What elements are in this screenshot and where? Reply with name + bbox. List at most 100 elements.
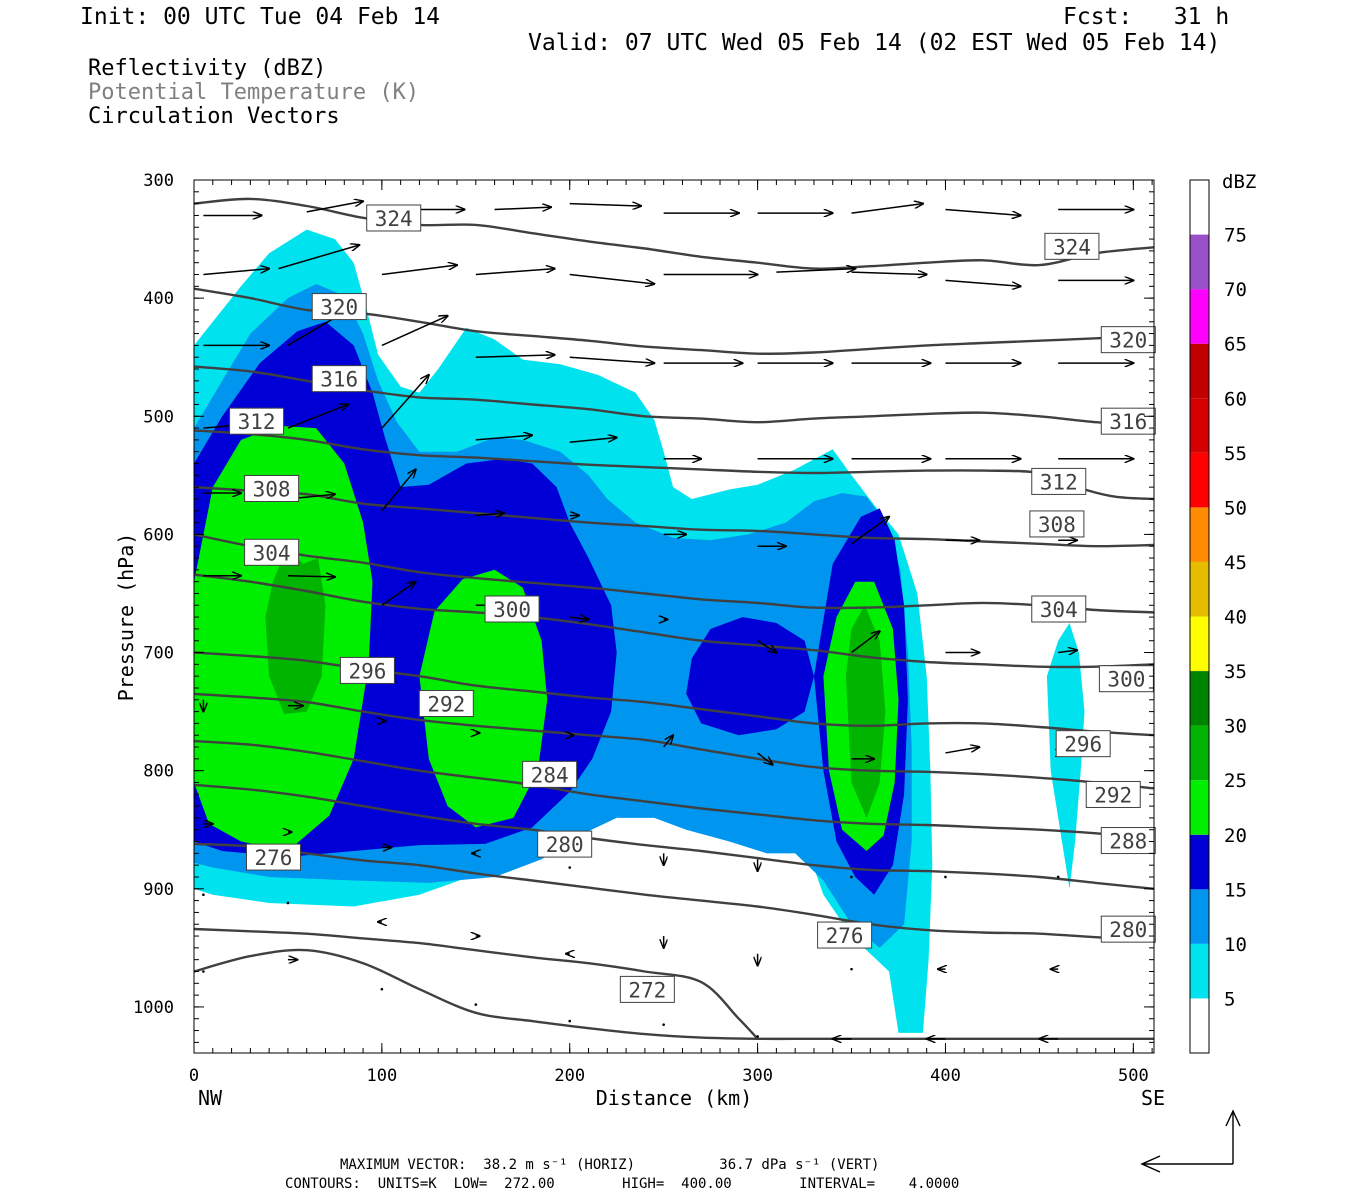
theta-contour-280 [194,842,1154,941]
colorbar-label: 15 [1224,879,1247,901]
theta-label-text: 276 [255,846,293,870]
circulation-vector [475,355,555,357]
circulation-vector [944,875,947,879]
circulation-vector [278,245,360,270]
colorbar-label: 60 [1224,388,1247,410]
theta-label-284: 284 [522,760,578,788]
circulation-vector [945,747,979,754]
x-tick-label: 400 [930,1066,961,1086]
colorbar-segment [1190,398,1209,453]
x-end-label-se: SE [1141,1086,1165,1110]
theta-label-text: 312 [238,410,276,434]
colorbar-label: 30 [1224,716,1247,738]
y-tick-label: 900 [143,880,174,900]
theta-label-box [339,656,395,684]
y-tick-label: 400 [143,289,174,309]
reference-vector-icon [1140,1109,1241,1173]
colorbar-segment [1190,180,1209,235]
colorbar-label: 55 [1224,443,1247,465]
y-tick-label: 300 [143,171,174,191]
theta-label-box [366,204,422,232]
theta-label-text: 300 [493,598,531,622]
theta-label-300: 300 [1098,665,1154,693]
theta-label-316: 316 [311,365,367,393]
y-tick-label: 700 [143,644,174,664]
circulation-vector [569,356,655,363]
circulation-vector [1058,650,1077,652]
circulation-vector [475,269,555,276]
circulation-vector [776,269,855,273]
theta-label-text: 320 [1109,329,1147,353]
colorbar-label: 5 [1224,988,1235,1010]
theta-label-box [1031,467,1087,495]
theta-label-296: 296 [339,656,395,684]
footer-contours: CONTOURS: UNITS=K LOW= 272.00 HIGH= 400.… [285,1176,960,1192]
circulation-vector [756,1035,759,1038]
theta-label-304: 304 [244,538,300,566]
circulation-vector [569,204,641,206]
circulation-vector [757,752,773,765]
theta-label-288: 288 [1100,827,1156,855]
circulation-vector [851,204,923,214]
theta-label-312: 312 [229,407,285,435]
theta-label-box [1085,780,1141,808]
circulation-vector [757,640,777,653]
circulation-vector [306,201,363,213]
theta-label-text: 284 [531,763,569,787]
theta-contour-284 [194,783,1154,890]
colorbar-segment [1190,725,1209,781]
colorbar-label: 65 [1224,334,1247,356]
x-tick-label: 0 [189,1066,199,1086]
theta-contour-308 [194,485,1154,548]
theta-label-box [418,690,474,718]
colorbar-frame [1189,179,1210,1054]
circulation-vector [381,469,416,512]
colorbar-unit: dBZ [1222,171,1256,193]
theta-label-text: 288 [1109,830,1147,854]
theta-label-text: 312 [1040,470,1078,494]
theta-label-text: 308 [253,478,291,502]
circulation-vector [474,1003,478,1006]
y-tick-label: 1000 [133,998,174,1018]
colorbar-label: 25 [1224,770,1247,792]
legend-circulation-vectors: Circulation Vectors [88,104,340,129]
y-tick-label: 800 [143,762,174,782]
colorbar-segment [1190,943,1209,999]
theta-label-text: 296 [1064,733,1102,757]
circulation-vector [381,265,457,276]
theta-label-text: 272 [628,978,666,1002]
circulation-vector [663,735,673,748]
colorbar-segment [1190,998,1209,1053]
circulation-vector [851,631,880,654]
colorbar-segment [1190,561,1209,617]
circulation-vector [380,987,384,991]
colorbar-segment [1190,616,1209,672]
theta-label-box [1100,827,1156,855]
colorbar-segment [1190,234,1209,290]
colorbar-label: 45 [1224,552,1247,574]
x-tick-label: 100 [367,1066,398,1086]
theta-label-text: 276 [826,924,864,948]
theta-label-box [1100,326,1156,354]
y-axis-label: Pressure (hPa) [114,533,138,702]
theta-label-box [244,538,300,566]
circulation-vector [662,1023,665,1026]
theta-label-box [229,407,285,435]
circulation-vector [568,1019,572,1023]
circulation-vector [851,272,927,274]
theta-label-276: 276 [817,921,873,949]
theta-label-box [245,843,301,871]
init-time: Init: 00 UTC Tue 04 Feb 14 [80,4,441,30]
circulation-vector [381,582,416,606]
theta-label-320: 320 [311,293,367,321]
circulation-vector [945,208,1020,216]
reflectivity-region-20 [419,569,548,828]
circulation-vector [850,967,853,971]
circulation-vector [475,513,504,515]
colorbar-segment [1190,889,1209,944]
y-tick-label: 500 [143,407,174,427]
theta-label-box [1100,407,1156,435]
theta-label-text: 300 [1107,668,1145,692]
colorbar-segment [1190,343,1209,399]
